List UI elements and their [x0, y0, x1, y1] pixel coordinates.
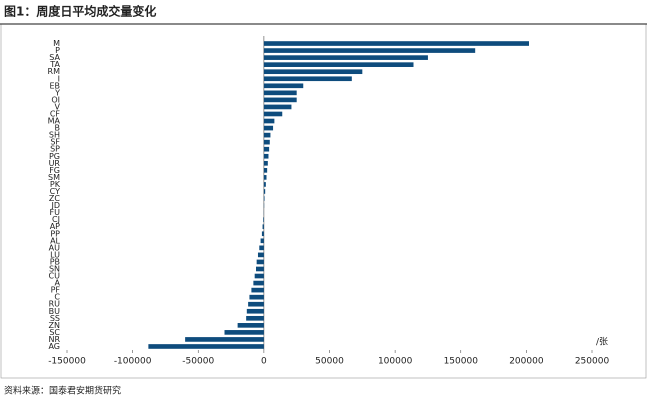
- bar: [263, 139, 270, 145]
- y-tick-label: LU: [50, 250, 60, 259]
- y-tick-label: SP: [50, 145, 60, 154]
- unit-label: /张: [596, 337, 608, 348]
- y-tick-label: SM: [48, 173, 60, 182]
- bar: [263, 83, 304, 89]
- y-tick-label: JD: [50, 201, 60, 210]
- bar: [237, 323, 264, 328]
- x-tick-label: 50000: [315, 357, 344, 367]
- bar: [224, 330, 264, 335]
- bar: [246, 315, 264, 321]
- y-tick-label: SF: [50, 138, 60, 147]
- y-tick-label: ZN: [49, 321, 60, 330]
- bar: [263, 125, 274, 131]
- bar: [263, 69, 363, 75]
- bar: [263, 76, 352, 82]
- y-tick-label: SA: [49, 53, 60, 62]
- bar: [256, 259, 264, 265]
- y-tick-label: P: [55, 46, 60, 55]
- bar: [246, 308, 264, 314]
- y-tick-label: CJ: [52, 215, 60, 224]
- bar: [263, 217, 264, 222]
- y-tick-label: A: [55, 279, 61, 288]
- y-tick-label: SH: [49, 131, 60, 140]
- bar: [263, 132, 271, 138]
- y-tick-label: RM: [48, 67, 61, 76]
- y-tick-label: PB: [50, 257, 60, 266]
- y-tick-label: AP: [50, 222, 60, 231]
- bar: [263, 196, 265, 201]
- bar: [256, 266, 264, 272]
- bar: [263, 41, 529, 46]
- x-tick-label: 250000: [575, 357, 610, 367]
- y-tick-label: SN: [49, 264, 60, 273]
- bar: [263, 160, 268, 166]
- x-tick-label: -150000: [48, 357, 86, 367]
- bar: [263, 48, 476, 53]
- y-tick-label: PF: [51, 286, 61, 295]
- x-tick-label: -50000: [182, 357, 214, 367]
- y-tick-label: RU: [49, 300, 61, 309]
- y-tick-label: B: [55, 124, 61, 133]
- y-tick-label: PP: [50, 229, 60, 238]
- y-tick-label: MA: [48, 117, 61, 126]
- y-tick-label: AL: [50, 236, 60, 245]
- bar: [263, 175, 267, 180]
- y-tick-label: TA: [49, 60, 60, 69]
- x-tick-label: 0: [261, 357, 267, 367]
- y-tick-label: Y: [54, 88, 60, 97]
- x-tick-label: 200000: [509, 357, 544, 367]
- bar: [263, 153, 269, 159]
- y-tick-label: BU: [49, 307, 60, 316]
- source-note: 资料来源：国泰君安期货研究: [4, 385, 121, 397]
- bar: [148, 344, 264, 349]
- y-tick-label: EB: [49, 81, 60, 90]
- y-tick-label: UR: [49, 159, 61, 168]
- bar: [251, 287, 264, 293]
- bar: [263, 111, 283, 117]
- chart-title: 图1：周度日平均成交量变化: [4, 4, 156, 19]
- bar: [254, 273, 264, 279]
- bar: [185, 337, 264, 342]
- bar: [248, 301, 264, 307]
- y-tick-label: CY: [50, 187, 60, 196]
- y-tick-label: FU: [50, 208, 61, 217]
- y-tick-label: CU: [49, 272, 61, 281]
- bar: [263, 168, 268, 173]
- y-tick-label: M: [53, 39, 60, 48]
- bar: [263, 104, 292, 110]
- y-tick-label: C: [54, 293, 60, 302]
- bar: [263, 97, 297, 103]
- bar: [261, 231, 264, 237]
- bar: [263, 90, 297, 96]
- bar: [262, 224, 264, 230]
- y-tick-label: CF: [50, 109, 61, 118]
- x-tick-label: 150000: [444, 357, 479, 367]
- y-tick-label: OI: [51, 95, 60, 104]
- bar: [263, 55, 428, 60]
- bar: [253, 280, 264, 286]
- y-tick-label: AG: [48, 342, 60, 351]
- y-tick-label: PG: [49, 152, 60, 161]
- y-tick-label: SC: [49, 328, 60, 337]
- bar: [249, 294, 264, 300]
- y-tick-label: SS: [50, 314, 60, 323]
- bar: [257, 252, 264, 258]
- bar: [260, 238, 264, 244]
- y-tick-label: I: [58, 74, 60, 83]
- x-tick-label: 100000: [378, 357, 413, 367]
- bar: [263, 182, 266, 187]
- bar: [259, 245, 264, 251]
- bar: [263, 146, 270, 152]
- bar: [263, 189, 266, 194]
- y-tick-label: PK: [50, 180, 61, 189]
- y-tick-label: AU: [49, 243, 60, 252]
- y-tick-label: NR: [48, 335, 60, 344]
- y-tick-label: V: [55, 102, 61, 111]
- bar: [263, 62, 414, 67]
- bar: [263, 118, 275, 124]
- y-tick-label: ZC: [49, 194, 60, 203]
- x-tick-label: -100000: [114, 357, 152, 367]
- y-tick-label: FG: [49, 166, 60, 175]
